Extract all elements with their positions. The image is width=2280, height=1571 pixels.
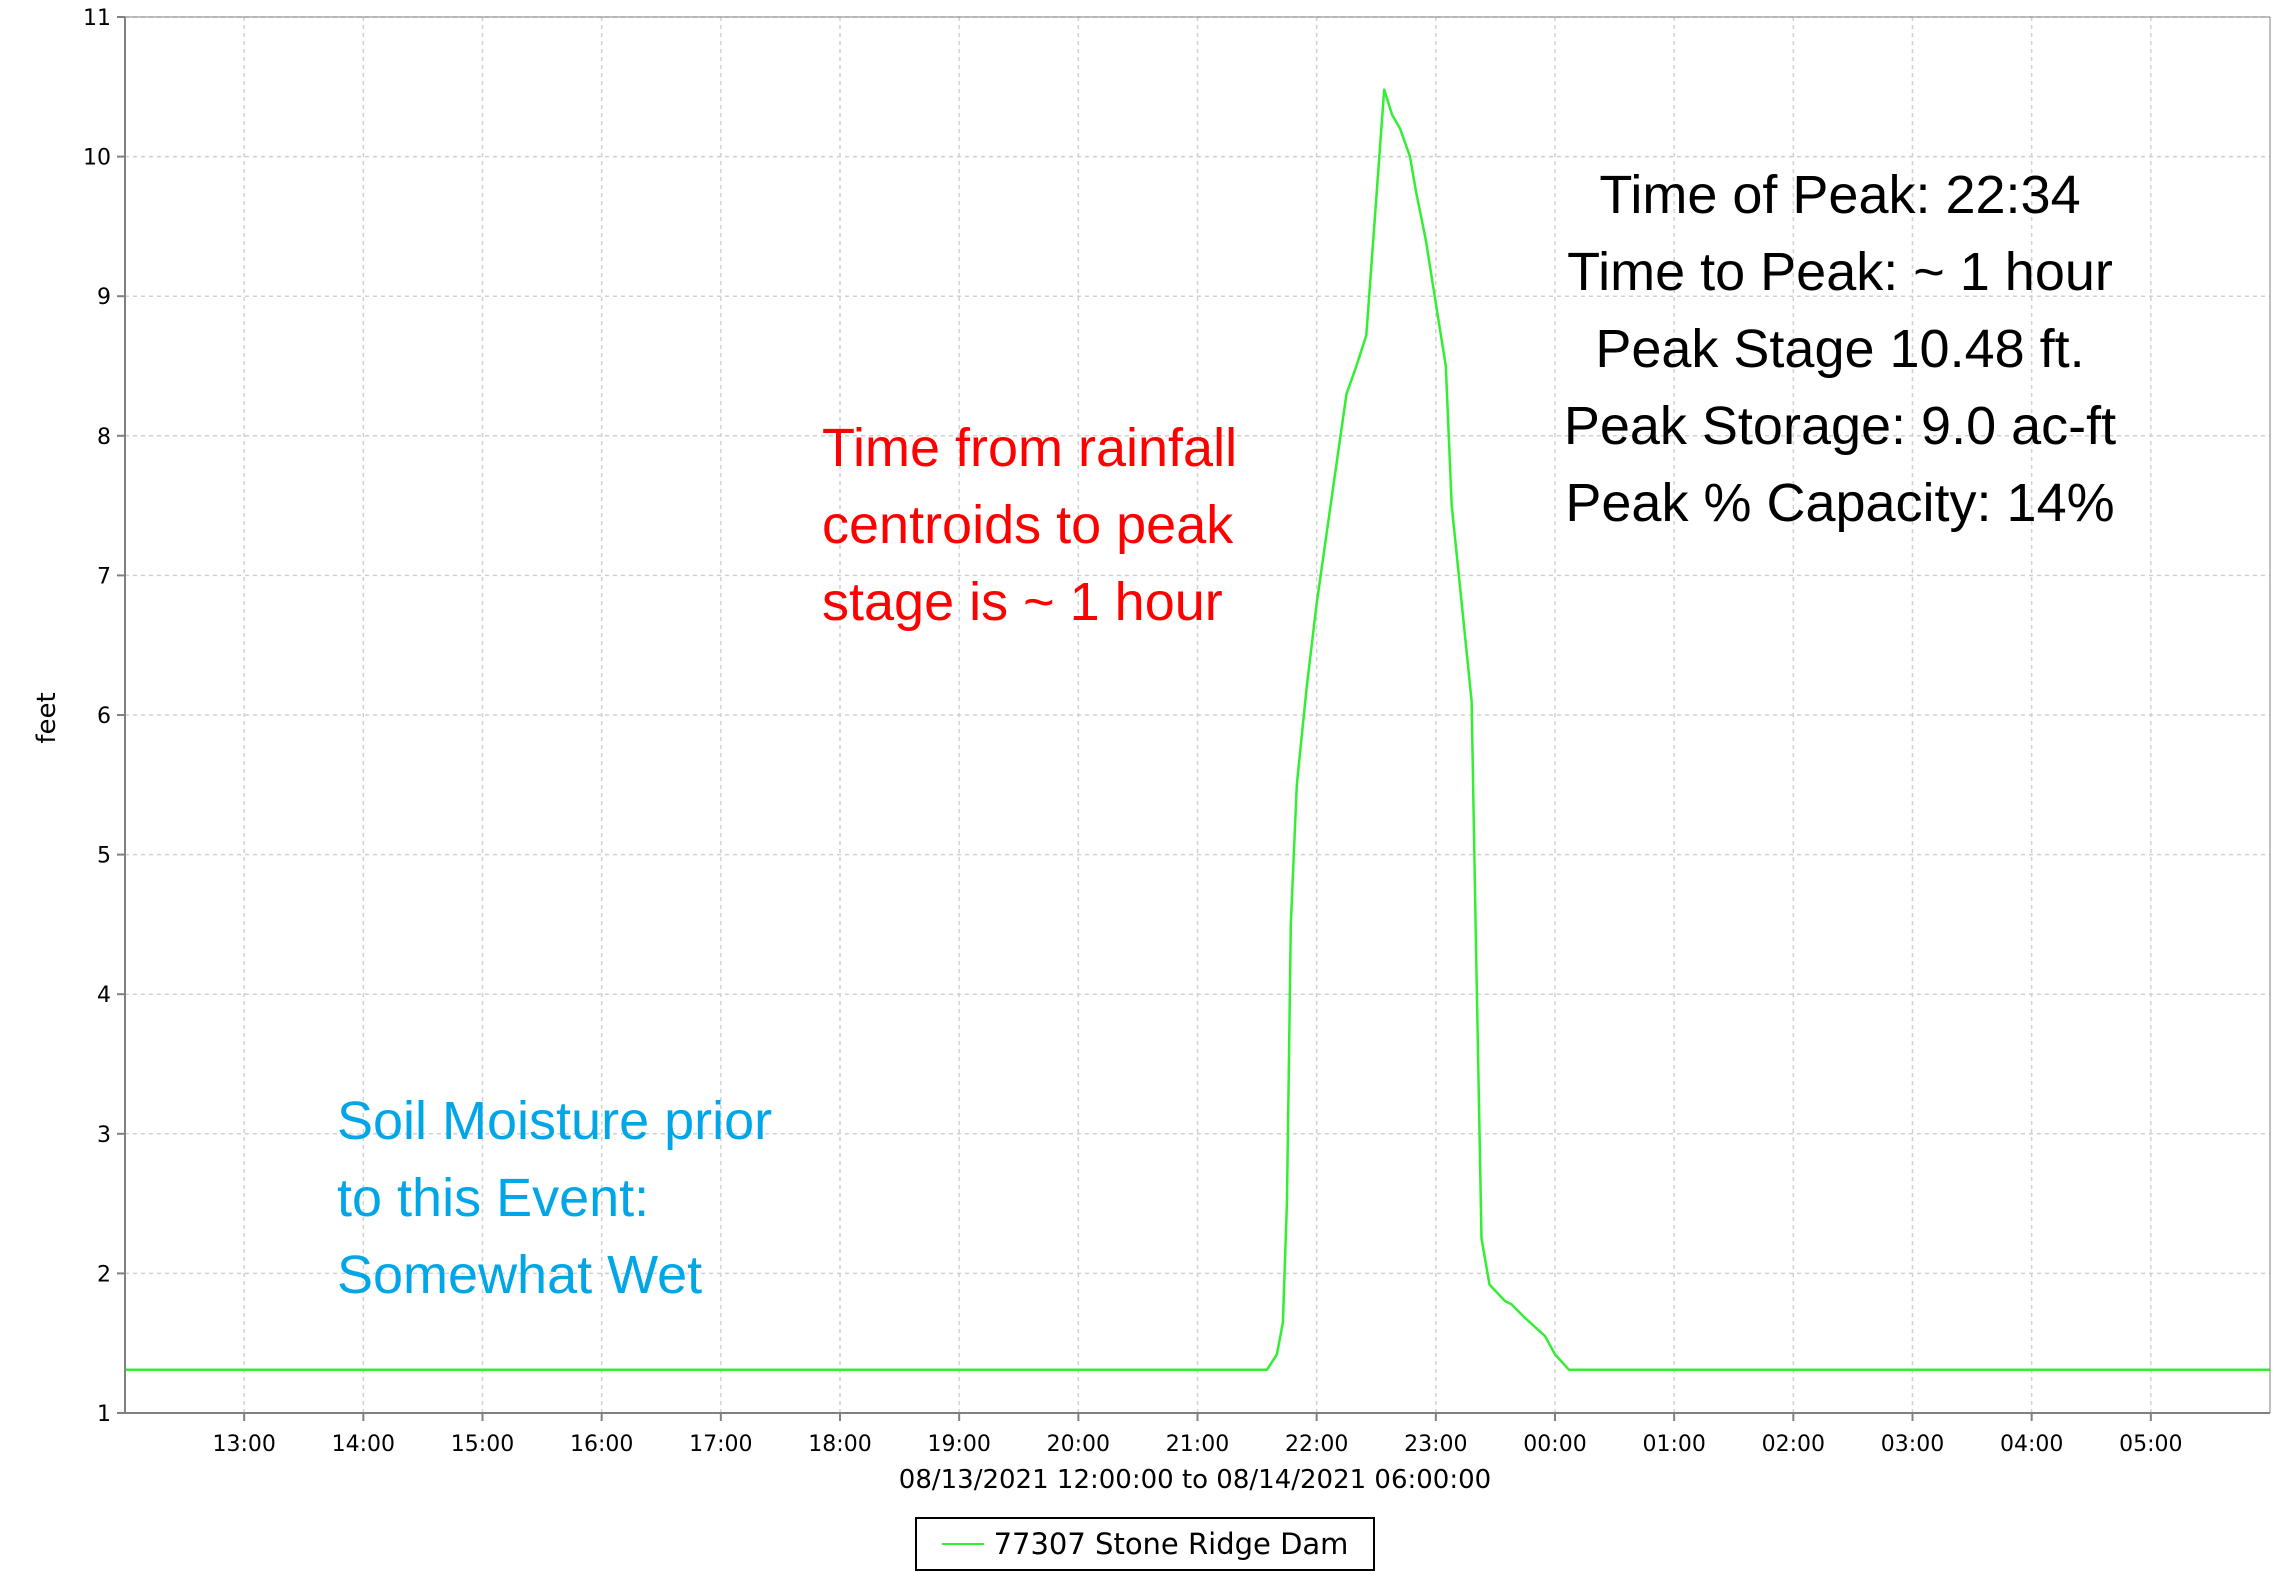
axes: 1 2 3 4 5 6 7 8 9 10 11 13:00 14:00 15:00 16:00 17:00 18… <box>83 6 2271 1457</box>
x-tick-label: 13:00 <box>212 1432 275 1457</box>
annotation-soil-moisture: Soil Moisture prior to this Event: Somew… <box>337 1083 772 1314</box>
legend-swatch <box>941 1543 984 1545</box>
x-tick-label: 03:00 <box>1881 1432 1944 1457</box>
y-tick-label: 4 <box>97 983 111 1008</box>
annotation-line: Peak % Capacity: 14% <box>1565 473 2115 533</box>
annotation-line: Somewhat Wet <box>337 1245 703 1305</box>
y-tick-label: 2 <box>97 1262 111 1287</box>
x-tick-label: 02:00 <box>1762 1432 1825 1457</box>
y-tick-label: 6 <box>97 704 111 729</box>
y-axis-title: feet <box>32 692 62 743</box>
series-line-stone-ridge-dam <box>125 88 2270 1371</box>
x-tick-label: 23:00 <box>1404 1432 1467 1457</box>
legend-label: 77307 Stone Ridge Dam <box>993 1527 1349 1561</box>
x-tick-label: 01:00 <box>1642 1432 1705 1457</box>
annotation-line: Time from rainfall <box>822 418 1238 478</box>
annotation-line: Soil Moisture prior <box>337 1091 773 1151</box>
annotation-line: Peak Storage: 9.0 ac-ft <box>1563 396 2117 456</box>
annotation-line: Time to Peak: ~ 1 hour <box>1567 242 2113 302</box>
y-tick-label: 11 <box>83 6 111 31</box>
x-tick-label: 19:00 <box>927 1432 990 1457</box>
x-tick-label: 16:00 <box>570 1432 633 1457</box>
y-tick-label: 1 <box>97 1402 111 1427</box>
annotation-line: Peak Stage 10.48 ft. <box>1595 319 2085 379</box>
x-tick-label: 17:00 <box>689 1432 752 1457</box>
x-tick-label: 22:00 <box>1285 1432 1348 1457</box>
y-tick-label: 10 <box>83 146 111 171</box>
x-tick-label: 14:00 <box>332 1432 395 1457</box>
y-tick-label: 9 <box>97 285 111 310</box>
annotation-line: to this Event: <box>337 1168 650 1228</box>
x-tick-label: 00:00 <box>1523 1432 1586 1457</box>
annotation-peak-stats: Time of Peak: 22:34 Time to Peak: ~ 1 ho… <box>1530 157 2150 542</box>
annotation-line: stage is ~ 1 hour <box>822 572 1223 632</box>
x-tick-label: 21:00 <box>1166 1432 1229 1457</box>
annotation-line: Time of Peak: 22:34 <box>1599 165 2081 225</box>
y-tick-label: 3 <box>97 1123 111 1148</box>
y-tick-label: 7 <box>97 564 111 589</box>
x-tick-label: 18:00 <box>808 1432 871 1457</box>
series-group <box>125 88 2270 1371</box>
x-axis-title: 08/13/2021 12:00:00 to 08/14/2021 06:00:… <box>899 1465 1491 1495</box>
x-tick-label: 20:00 <box>1047 1432 1110 1457</box>
y-tick-label: 8 <box>97 425 111 450</box>
legend: 77307 Stone Ridge Dam <box>915 1517 1375 1571</box>
y-tick-label: 5 <box>97 844 111 869</box>
x-tick-label: 15:00 <box>451 1432 514 1457</box>
annotation-rainfall-lag: Time from rainfall centroids to peak sta… <box>822 410 1237 641</box>
annotation-line: centroids to peak <box>822 495 1234 555</box>
grid <box>125 16 2270 1414</box>
x-tick-label: 04:00 <box>2000 1432 2063 1457</box>
x-tick-label: 05:00 <box>2119 1432 2182 1457</box>
